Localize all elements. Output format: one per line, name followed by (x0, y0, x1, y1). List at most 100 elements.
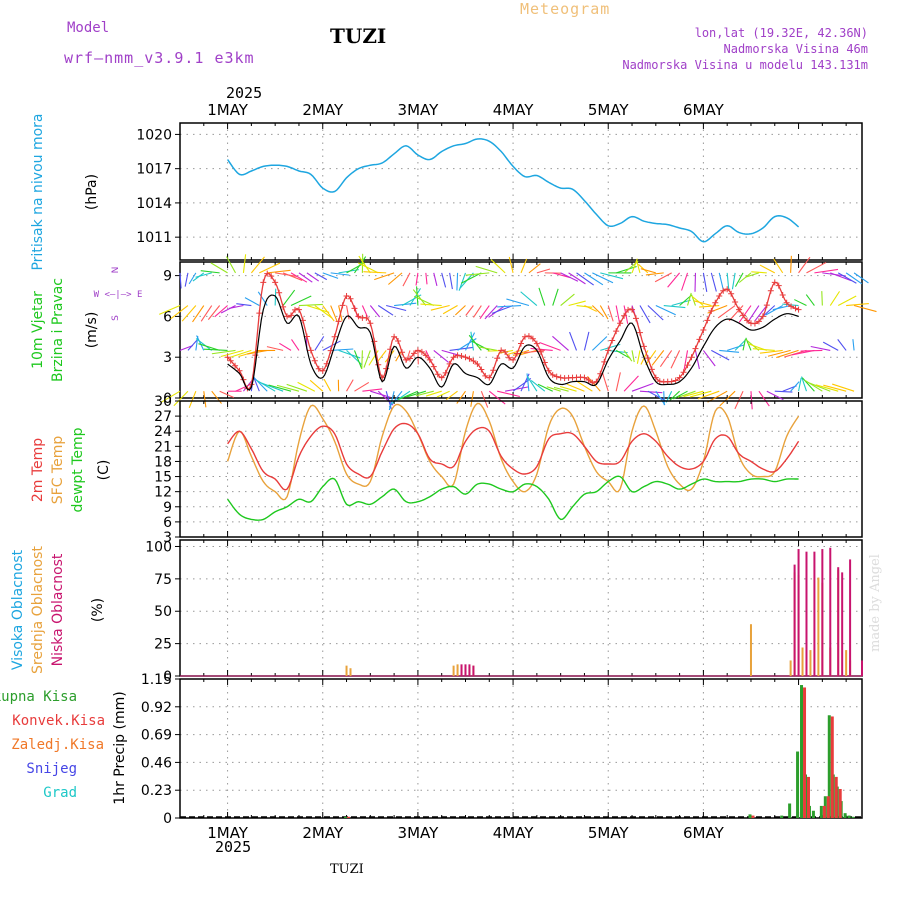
wind-vector (809, 382, 831, 392)
wind-vector (196, 335, 205, 351)
wind-axis-title-1: 10m Vjetar (30, 291, 46, 369)
cloud-bar (468, 664, 471, 676)
gust-marker (609, 337, 616, 344)
wind-vector (552, 288, 559, 306)
precip-legend-entry: Ukupna Kisa (0, 689, 77, 705)
gust-marker (462, 354, 469, 361)
wind-vector (530, 347, 553, 351)
gust-marker (617, 320, 624, 327)
gust-marker (537, 348, 544, 355)
wind-vector (568, 272, 586, 285)
wind-vector (592, 272, 614, 284)
cloud-bar (837, 567, 840, 676)
wind-vector (506, 298, 530, 307)
wind-vector (384, 350, 395, 363)
day-label-top: 2MAY (302, 101, 344, 119)
gust-marker (525, 333, 532, 340)
gust-marker (518, 340, 524, 347)
wind-vector (673, 390, 688, 400)
wind-vector (528, 263, 541, 274)
y-tick-label: 1011 (136, 230, 172, 246)
wind-vector (449, 272, 453, 290)
gust-marker (736, 306, 743, 313)
wind-vector (454, 305, 466, 316)
cloud-axis-title-mid: Srednja Oblacnost (30, 546, 46, 674)
wind-vector (772, 304, 791, 311)
wind-vector (731, 272, 736, 290)
wind-vector (651, 350, 665, 366)
day-label-top: 6MAY (683, 101, 725, 119)
wind-vector (413, 295, 434, 307)
gust-marker (676, 374, 683, 381)
wind-vector (537, 383, 553, 392)
wind-vector (433, 349, 449, 363)
gust-marker (621, 312, 628, 319)
wind-vector (655, 390, 666, 406)
wind-vector (742, 338, 746, 351)
wind-vector (745, 272, 760, 278)
gust-marker (256, 310, 263, 317)
wind-vector (719, 390, 736, 407)
precip-bar (748, 814, 752, 818)
wind-vector (639, 305, 651, 324)
wind-vector (837, 339, 847, 351)
wind-vector (402, 272, 411, 287)
wind-vector (416, 286, 419, 306)
wind-vector (195, 338, 213, 351)
wind-vector (806, 261, 827, 274)
y-tick-label: 0 (163, 669, 172, 685)
gust-marker (478, 366, 485, 373)
wind-vector (837, 272, 857, 284)
gust-marker (288, 312, 295, 319)
pressure-unit: (hPa) (84, 174, 100, 210)
wind-vector (801, 376, 808, 392)
day-label-top: 5MAY (588, 101, 630, 119)
gust-marker (696, 336, 703, 343)
y-tick-label: 50 (154, 604, 172, 620)
day-label-top: 3MAY (398, 101, 440, 119)
wind-vector (615, 265, 637, 274)
wind-vector (297, 381, 316, 392)
wind-vector (734, 272, 744, 287)
wind-vector (615, 305, 621, 323)
wind-vector (726, 272, 730, 291)
wind-vector (415, 390, 434, 397)
wind-vector (220, 305, 236, 314)
gust-marker (272, 279, 279, 286)
gust-marker (351, 305, 358, 312)
wind-vector (821, 291, 823, 306)
y-tick-label: 25 (154, 637, 172, 653)
wind-vector (738, 305, 752, 323)
precip-legend-entry: Zaledj.Kisa (11, 737, 104, 753)
wind-vector (508, 256, 514, 274)
wind-vector (290, 272, 308, 283)
precip-bar (826, 796, 830, 818)
wind-vector (282, 272, 303, 281)
wind-vector (600, 272, 624, 280)
wind-vector (727, 344, 745, 351)
gust-marker (684, 362, 691, 369)
precip-legend-entry: Grad (43, 785, 77, 801)
gust-marker (446, 360, 453, 367)
wind-vector (798, 256, 811, 274)
gust-marker (331, 333, 338, 340)
gust-marker (391, 333, 398, 340)
y-tick-label: 75 (154, 572, 172, 588)
cloud-bar (861, 660, 863, 676)
cloud-bar (849, 559, 852, 676)
wind-vector (412, 289, 427, 306)
gust-marker (751, 320, 758, 327)
cloud-bar (809, 650, 812, 676)
wind-vector (693, 300, 712, 307)
wind-vector (425, 390, 442, 397)
cloud-bar (460, 664, 463, 676)
precip-axis-title: 1hr Precip (mm) (112, 691, 128, 804)
wind-vector (687, 292, 692, 306)
precip-bar (751, 815, 755, 818)
wind-vector (497, 304, 522, 308)
cloud-bar (821, 549, 824, 676)
wind-vector (773, 258, 784, 274)
gust-marker (442, 369, 449, 376)
